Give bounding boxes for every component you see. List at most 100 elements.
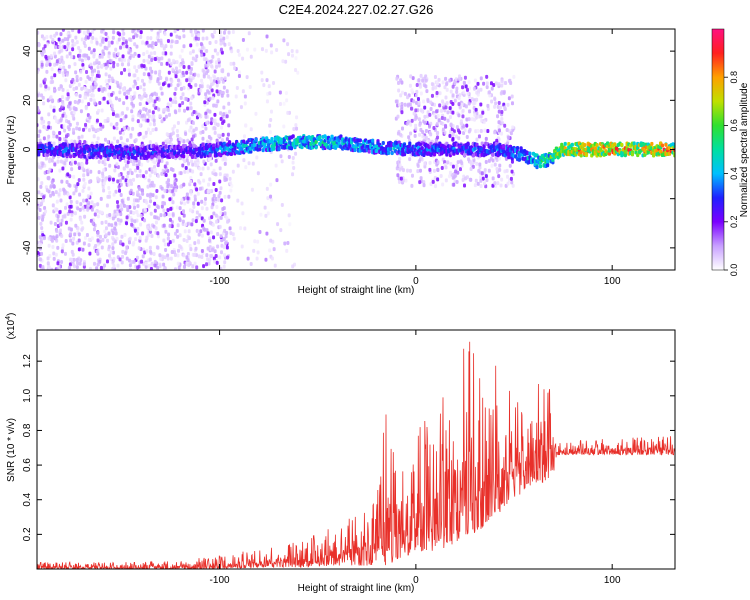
heatmap-cell <box>441 182 445 187</box>
heatmap-cell <box>403 91 407 96</box>
heatmap-cell <box>388 147 392 152</box>
heatmap-cell <box>430 82 434 87</box>
heatmap-cell <box>219 116 223 121</box>
heatmap-cell <box>191 134 195 139</box>
heatmap-cell <box>409 106 413 111</box>
heatmap-cell <box>202 264 206 269</box>
heatmap-cell <box>117 37 121 42</box>
heatmap-cell <box>209 230 213 235</box>
heatmap-cell <box>429 132 433 137</box>
heatmap-cell <box>86 172 90 177</box>
heatmap-cell <box>195 42 199 47</box>
heatmap-cell <box>429 107 433 112</box>
heatmap-cell <box>63 128 67 133</box>
heatmap-cell <box>179 171 183 176</box>
heatmap-cell <box>500 177 504 182</box>
heatmap-cell <box>493 97 497 102</box>
heatmap-cell <box>394 99 398 104</box>
heatmap-cell <box>262 83 266 88</box>
heatmap-cell <box>48 167 52 172</box>
heatmap-cell <box>154 226 158 231</box>
heatmap-cell <box>56 245 60 250</box>
heatmap-cell <box>67 127 71 132</box>
heatmap-cell <box>435 121 439 126</box>
heatmap-cell <box>493 181 497 186</box>
heatmap-cell <box>475 97 479 102</box>
heatmap-cell <box>116 179 120 184</box>
heatmap-cell <box>417 78 421 83</box>
heatmap-cell <box>222 155 226 160</box>
heatmap-cell <box>111 177 115 182</box>
x-tick-label: 100 <box>604 276 621 287</box>
heatmap-cell <box>39 238 43 243</box>
spectrogram-y-label: Frequency (Hz) <box>6 116 17 185</box>
heatmap-cell <box>111 112 115 117</box>
heatmap-cell <box>133 73 137 78</box>
heatmap-cell <box>93 203 97 208</box>
heatmap-cell <box>199 229 203 234</box>
heatmap-cell <box>188 128 192 133</box>
heatmap-cell <box>220 238 224 243</box>
heatmap-cell <box>148 194 152 199</box>
heatmap-cell <box>217 63 221 68</box>
heatmap-cell <box>265 231 269 236</box>
heatmap-cell <box>211 222 215 227</box>
heatmap-cell <box>77 82 81 87</box>
heatmap-cell <box>174 231 178 236</box>
heatmap-cell <box>231 30 235 35</box>
y-tick-label: -20 <box>22 191 33 206</box>
heatmap-cell <box>96 242 100 247</box>
heatmap-cell <box>126 196 130 201</box>
heatmap-cell <box>111 231 115 236</box>
heatmap-cell <box>71 252 75 257</box>
heatmap-cell <box>503 123 507 128</box>
heatmap-cell <box>517 157 521 162</box>
colorbar: 0.00.20.40.60.8 Normalized spectral ampl… <box>711 28 750 276</box>
heatmap-cell <box>538 164 543 169</box>
heatmap-cell <box>211 247 215 252</box>
heatmap-cell <box>138 109 142 114</box>
heatmap-cell <box>204 114 208 119</box>
heatmap-cell <box>125 106 129 111</box>
heatmap-cell <box>170 250 174 255</box>
heatmap-cell <box>85 233 89 238</box>
heatmap-cell <box>97 170 101 175</box>
heatmap-cell <box>124 40 128 45</box>
heatmap-cell <box>195 215 199 220</box>
heatmap-cell <box>423 120 427 125</box>
heatmap-cell <box>483 128 487 133</box>
heatmap-cell <box>147 233 151 238</box>
heatmap-cell <box>65 179 69 184</box>
heatmap-cell <box>415 100 419 105</box>
y-tick-label: 0.6 <box>22 458 33 472</box>
heatmap-cell <box>219 210 223 215</box>
heatmap-cell <box>168 240 172 245</box>
heatmap-cell <box>483 168 487 173</box>
heatmap-cell <box>82 127 86 132</box>
heatmap-cell <box>294 151 298 156</box>
heatmap-cell <box>413 117 417 122</box>
heatmap-cell <box>84 122 88 127</box>
heatmap-cell <box>288 222 292 227</box>
heatmap-cell <box>107 43 111 48</box>
heatmap-cell <box>37 250 40 255</box>
heatmap-cell <box>179 245 183 250</box>
heatmap-cell <box>111 145 115 150</box>
heatmap-cell <box>63 161 67 166</box>
heatmap-cell <box>90 77 94 82</box>
heatmap-cell <box>103 263 107 268</box>
heatmap-cell <box>482 120 486 125</box>
heatmap-cell <box>196 158 200 163</box>
heatmap-cell <box>130 97 134 102</box>
heatmap-cell <box>147 54 151 59</box>
heatmap-cell <box>205 262 209 267</box>
heatmap-cell <box>189 125 193 130</box>
heatmap-cell <box>189 67 193 72</box>
heatmap-cell <box>468 177 472 182</box>
heatmap-cell <box>284 59 288 64</box>
heatmap-cell <box>225 35 229 40</box>
heatmap-cell <box>254 111 258 116</box>
heatmap-cell <box>418 168 422 173</box>
heatmap-cell <box>506 181 510 186</box>
heatmap-cell <box>481 110 485 115</box>
